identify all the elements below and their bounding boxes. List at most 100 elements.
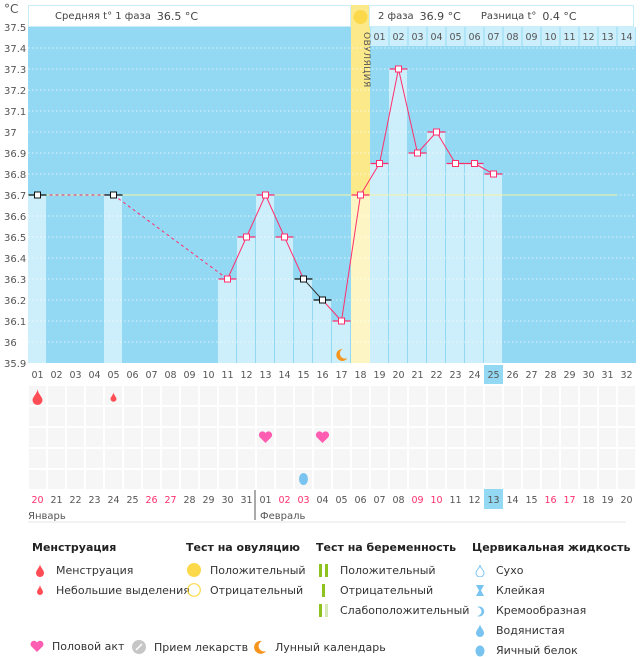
- temperature-point: [452, 160, 459, 167]
- legend-item: Водянистая: [496, 623, 565, 637]
- symbol-cell: [618, 449, 635, 468]
- symbol-cell: [542, 470, 559, 489]
- faint-line-icon: [316, 603, 332, 617]
- dpo-label: 02: [392, 32, 404, 43]
- cycle-day-label: 18: [354, 370, 366, 381]
- symbol-cell: [29, 407, 46, 426]
- symbol-cell: [599, 407, 616, 426]
- dpo-cell: [484, 27, 503, 46]
- y-tick-label: 37.5: [4, 23, 26, 34]
- symbol-cell: [618, 407, 635, 426]
- date-label: 07: [373, 495, 385, 506]
- symbol-cell: [29, 449, 46, 468]
- menstruation-drop-icon: [110, 392, 117, 402]
- temperature-point: [300, 275, 307, 283]
- symbol-cell: [124, 470, 141, 489]
- dpo-label: 13: [601, 32, 613, 43]
- egg-white-icon: [472, 644, 488, 657]
- symbol-cell: [67, 407, 84, 426]
- symbol-cell: [599, 449, 616, 468]
- dpo-label: 14: [620, 32, 632, 43]
- today-highlight: [484, 489, 503, 509]
- date-label: 15: [525, 495, 537, 506]
- legend-item: Небольшие выделения: [56, 583, 190, 597]
- temperature-line-segment: [341, 194, 361, 322]
- symbol-cell: [371, 428, 388, 447]
- symbol-cell: [523, 386, 540, 405]
- date-label: 26: [145, 495, 157, 506]
- symbol-cell: [580, 470, 597, 489]
- temperature-bar: [294, 279, 312, 363]
- symbol-cell: [143, 386, 160, 405]
- legend-pregnancy-test: Тест на беременность Положительный Отриц…: [316, 541, 469, 620]
- symbol-cell: [618, 470, 635, 489]
- symbol-cell: [257, 449, 274, 468]
- symbol-cell: [238, 407, 255, 426]
- symbol-cell: [561, 470, 578, 489]
- y-tick-label: 37.3: [4, 65, 26, 76]
- pill-icon: [132, 640, 146, 654]
- date-label: 23: [88, 495, 100, 506]
- symbol-cell: [162, 428, 179, 447]
- date-label: 18: [582, 495, 594, 506]
- symbol-cell: [162, 470, 179, 489]
- symbol-cell: [428, 428, 445, 447]
- symbol-cell: [428, 470, 445, 489]
- symbol-cell: [409, 428, 426, 447]
- symbol-cell: [181, 449, 198, 468]
- dpo-label: 01: [373, 32, 385, 43]
- symbol-cell: [219, 407, 236, 426]
- watery-drop-icon: [472, 623, 488, 637]
- symbol-cell: [466, 449, 483, 468]
- date-label: 22: [69, 495, 81, 506]
- symbol-cell: [200, 449, 217, 468]
- symbol-cell: [295, 449, 312, 468]
- cycle-day-label: 15: [297, 370, 309, 381]
- heart-icon: [315, 431, 330, 443]
- temperature-point: [224, 275, 231, 283]
- ovulation-column: [351, 5, 370, 195]
- cycle-day-label: 03: [69, 370, 81, 381]
- symbol-cell: [86, 386, 103, 405]
- symbol-cell: [295, 407, 312, 426]
- symbol-cell: [523, 470, 540, 489]
- month-label: Январь: [28, 511, 66, 522]
- symbol-cell: [504, 407, 521, 426]
- y-tick-label: 36.7: [4, 191, 26, 202]
- symbol-cell: [276, 449, 293, 468]
- cycle-day-label: 13: [259, 370, 271, 381]
- sun-empty-icon: [186, 583, 202, 597]
- month-label: Февраль: [260, 511, 306, 522]
- symbol-cell: [390, 386, 407, 405]
- one-line-icon: [316, 583, 332, 597]
- symbol-cell: [143, 449, 160, 468]
- dpo-cell: [427, 27, 446, 46]
- temperature-bar: [465, 163, 483, 363]
- temperature-point: [281, 233, 288, 241]
- symbol-cell: [447, 386, 464, 405]
- symbol-cell: [314, 449, 331, 468]
- symbol-cell: [390, 407, 407, 426]
- legend-item: Прием лекарств: [154, 640, 249, 654]
- temperature-line-segment: [284, 236, 304, 280]
- cycle-day-label: 04: [88, 370, 100, 381]
- symbol-cell: [333, 386, 350, 405]
- temperature-point: [262, 191, 269, 199]
- symbol-cell: [561, 449, 578, 468]
- date-label: 01: [259, 495, 271, 506]
- symbol-cell: [504, 449, 521, 468]
- symbol-cell: [371, 386, 388, 405]
- dpo-label: 09: [525, 32, 537, 43]
- creamy-icon: [472, 604, 488, 617]
- symbol-cell: [447, 428, 464, 447]
- symbol-cell: [257, 386, 274, 405]
- symbol-cell: [466, 470, 483, 489]
- sticky-icon: [472, 584, 488, 597]
- symbol-cell: [314, 407, 331, 426]
- temperature-line-segment: [265, 194, 285, 238]
- legend-item: Сухо: [496, 563, 524, 577]
- symbol-cell: [86, 470, 103, 489]
- date-label: 14: [506, 495, 518, 506]
- dpo-cell: [370, 27, 389, 46]
- date-label: 31: [240, 495, 252, 506]
